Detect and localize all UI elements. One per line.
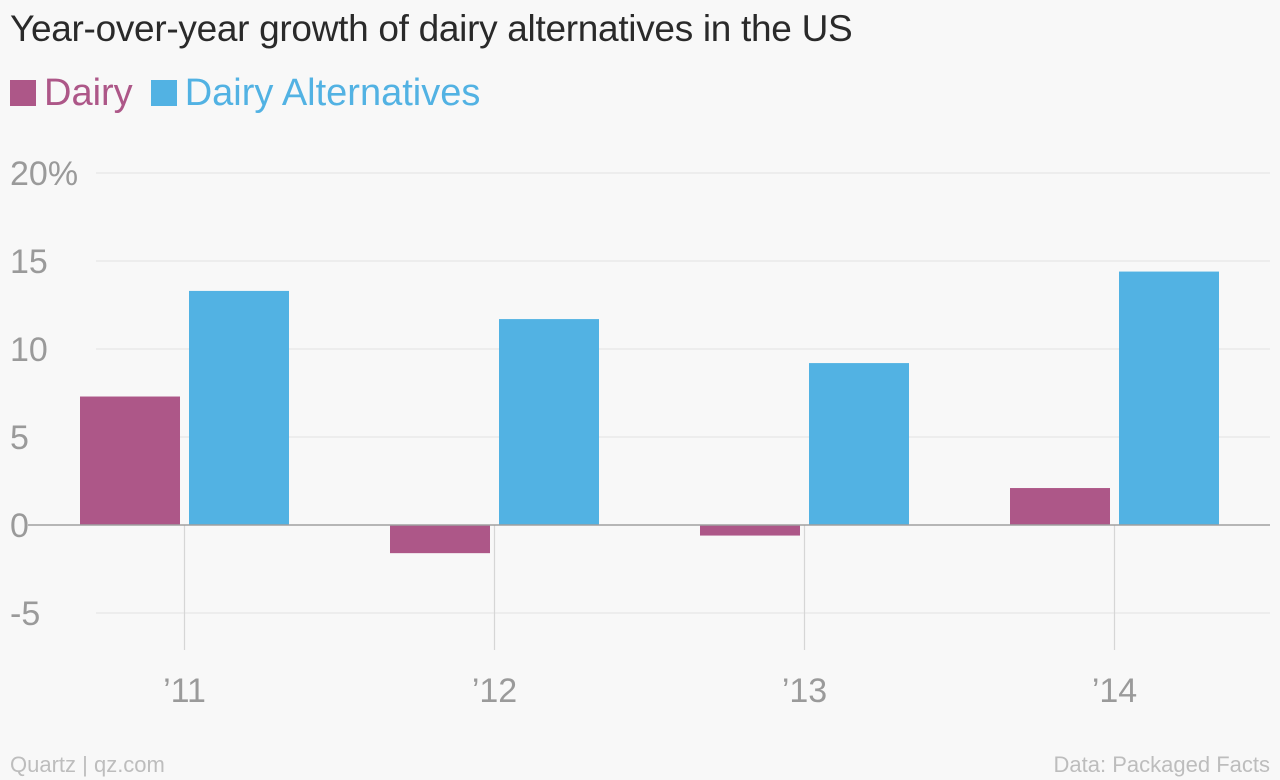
y-axis-labels: 20% 15 10 5 0 -5 (10, 155, 78, 633)
y-tick-label-5: -5 (10, 595, 40, 633)
y-tick-label-0: 20% (10, 155, 78, 193)
footer-data-source: Data: Packaged Facts (1053, 752, 1270, 777)
bar-dairy-alternatives-2 (809, 363, 909, 525)
legend-swatch-dairy-alternatives (150, 80, 177, 106)
legend-item-dairy-alternatives: Dairy Alternatives (150, 71, 481, 115)
bar-dairy-alternatives-0 (189, 290, 289, 525)
bar-dairy-1 (390, 525, 490, 554)
x-axis-labels: ’11 ’12 ’13 ’14 (163, 672, 1137, 710)
bars (80, 271, 1219, 554)
footer-source-quartz: Quartz | qz.com (10, 752, 165, 777)
y-tick-label-4: 0 (10, 507, 29, 545)
bar-dairy-alternatives-3 (1119, 271, 1219, 525)
gridlines (96, 172, 1270, 614)
chart-title: Year-over-year growth of dairy alternati… (10, 8, 853, 49)
bar-dairy-alternatives-1 (499, 319, 599, 525)
y-tick-label-2: 10 (10, 331, 48, 369)
bar-dairy-3 (1010, 488, 1110, 525)
bar-dairy-0 (80, 396, 180, 525)
y-tick-label-1: 15 (10, 243, 48, 281)
legend-item-dairy: Dairy (10, 72, 133, 115)
x-tick-label-1: ’12 (472, 672, 517, 710)
x-axis-ticks (183, 525, 1116, 650)
legend-swatch-dairy (10, 80, 36, 106)
x-tick-label-2: ’13 (782, 672, 827, 710)
x-tick-label-0: ’11 (163, 672, 206, 710)
bar-dairy-2 (700, 525, 800, 536)
legend-label-dairy: Dairy (44, 71, 133, 114)
x-tick-label-3: ’14 (1092, 672, 1137, 710)
legend-label-dairy-alternatives: Dairy Alternatives (184, 71, 481, 114)
legend: Dairy Dairy Alternatives (10, 70, 498, 116)
y-tick-label-3: 5 (10, 419, 29, 457)
